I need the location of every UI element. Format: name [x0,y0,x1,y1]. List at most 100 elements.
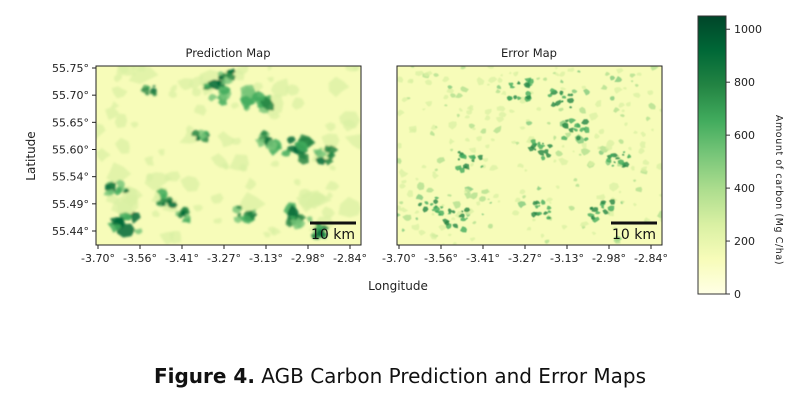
heatmap-cell [485,144,490,149]
heatmap-cell [571,89,578,94]
heatmap-cell [540,155,546,161]
heatmap-cell [500,90,506,96]
heatmap-cell [422,206,429,213]
heatmap-cell [270,78,289,98]
heatmap-cell [650,66,659,71]
heatmap-cell [236,205,243,209]
heatmap-cell [232,69,245,81]
heatmap-cell [433,206,441,213]
heatmap-cell [452,223,458,229]
heatmap-cell [430,130,435,136]
heatmap-cell [114,137,130,154]
heatmap-cell [598,150,604,155]
heatmap-cell [484,115,491,121]
heatmap-cell [432,172,439,180]
heatmap-cell [217,131,236,148]
heatmap-cell [191,129,200,137]
heatmap-cell [443,94,449,100]
heatmap-cell [598,128,605,135]
heatmap-cell [463,207,471,213]
heatmap-cell [96,147,111,163]
heatmap-cell [180,210,186,217]
heatmap-cell [591,231,597,236]
heatmap-cell [106,162,132,183]
heatmap-cell [609,75,616,81]
heatmap-cell [128,66,159,84]
heatmap-cell [464,192,471,199]
heatmap-cell [265,139,278,151]
heatmap-cell [398,168,409,178]
heatmap-cell [596,193,606,201]
heatmap-cell [219,85,231,95]
heatmap-cell [231,102,240,109]
heatmap-cell [621,109,625,113]
prediction-x-tick-label: -3.13° [249,252,283,265]
heatmap-cell [605,71,611,76]
heatmap-cell [455,92,464,99]
heatmap-cell [550,101,557,107]
heatmap-cell [610,96,615,101]
heatmap-cell [169,84,178,91]
y-axis-label: Latitude [24,131,38,180]
heatmap-cell [547,210,552,213]
heatmap-cell [536,107,542,111]
heatmap-cell [558,107,564,112]
heatmap-cell [203,83,210,88]
heatmap-cell [444,104,448,107]
prediction-x-tick-label: -3.27° [207,252,241,265]
heatmap-cell [611,164,615,167]
heatmap-cell [568,118,577,124]
figure-caption: Figure 4. AGB Carbon Prediction and Erro… [0,364,800,388]
colorbar-tick-label: 0 [734,288,741,301]
heatmap-cell [609,182,620,192]
heatmap-cell [542,142,544,145]
heatmap-cell [576,135,581,141]
heatmap-cell [408,125,417,132]
heatmap-cell [546,216,550,220]
heatmap-cell [151,209,160,217]
heatmap-cell [581,85,586,90]
heatmap-cell [313,147,323,156]
heatmap-cell [338,196,361,218]
heatmap-cell [227,68,236,74]
heatmap-cell [250,90,266,101]
error-map-panel: Error Map 10 km [396,46,663,246]
figure-caption-label: Figure 4. [153,364,255,388]
heatmap-cell [560,87,567,91]
heatmap-cell [516,80,521,85]
heatmap-cell [511,210,520,216]
heatmap-cell [321,133,340,149]
heatmap-cell [555,72,560,77]
heatmap-cell [561,144,565,148]
heatmap-cell [326,145,339,153]
heatmap-cell [470,192,478,200]
heatmap-cell [450,93,456,98]
heatmap-cell [189,75,204,91]
heatmap-cell [620,114,625,118]
heatmap-cell [515,141,520,145]
heatmap-cell [126,195,139,208]
colorbar-tick-label: 600 [734,129,755,142]
heatmap-cell [536,185,542,191]
heatmap-cell [210,193,224,204]
heatmap-cell [519,189,526,195]
heatmap-cell [306,216,313,223]
heatmap-cell [527,146,535,152]
heatmap-cell [324,158,334,166]
heatmap-cell [537,211,543,216]
heatmap-cell [105,107,119,121]
heatmap-cell [490,138,496,142]
heatmap-cell [531,211,537,218]
heatmap-cell [579,106,586,114]
heatmap-cell [430,203,434,206]
heatmap-cell [207,79,221,90]
y-tick-label: 55.44° [52,225,89,238]
heatmap-cell [614,87,623,94]
heatmap-cell [401,179,407,184]
heatmap-cell [329,165,336,171]
heatmap-cell [480,165,484,169]
heatmap-cell [560,79,564,84]
heatmap-cell [252,82,264,92]
heatmap-cell [325,180,340,191]
heatmap-cell [614,76,623,83]
